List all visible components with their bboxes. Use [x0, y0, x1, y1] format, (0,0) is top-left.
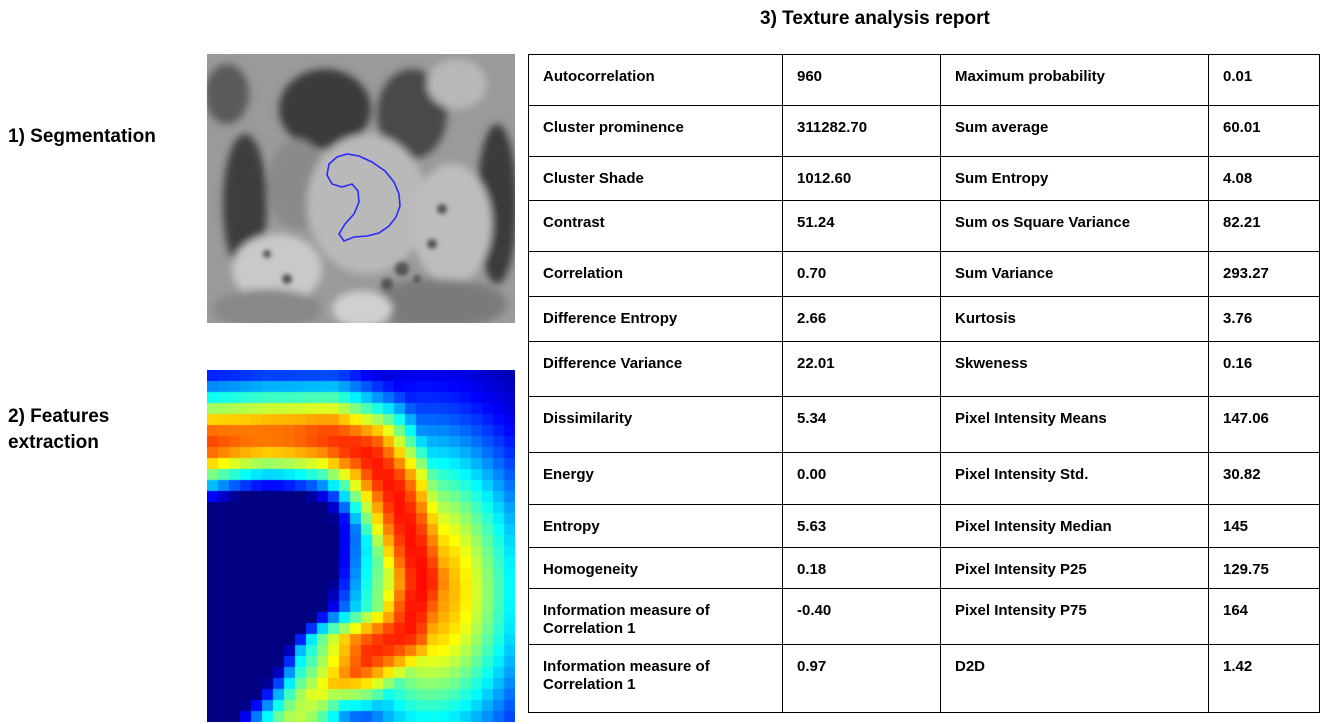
feature-value-cell: 82.21 [1208, 200, 1320, 252]
feature-name-cell: Sum os Square Variance [940, 200, 1209, 252]
feature-name-cell: Homogeneity [528, 547, 783, 589]
feature-value-cell: 5.63 [782, 504, 941, 548]
heatmap-canvas [207, 370, 515, 722]
feature-value-cell: 3.76 [1208, 296, 1320, 342]
report-row: Entropy 5.63 Pixel Intensity Median 145 [528, 504, 1320, 548]
feature-value-cell: 311282.70 [782, 105, 941, 157]
report-row: Cluster prominence 311282.70 Sum average 60… [528, 105, 1320, 157]
feature-name-cell: Entropy [528, 504, 783, 548]
feature-value-cell: 145 [1208, 504, 1320, 548]
feature-name-cell: Autocorrelation [528, 54, 783, 106]
feature-value-cell: 30.82 [1208, 452, 1320, 505]
feature-value-cell: 0.70 [782, 251, 941, 297]
report-row: Difference Variance 22.01 Skweness 0.16 [528, 341, 1320, 397]
feature-name-cell: Pixel Intensity P25 [940, 547, 1209, 589]
report-row: Contrast 51.24 Sum os Square Variance 82.21 [528, 200, 1320, 252]
feature-name-cell: Correlation [528, 251, 783, 297]
feature-value-cell: 51.24 [782, 200, 941, 252]
mri-illustration [207, 54, 515, 323]
feature-value-cell: 22.01 [782, 341, 941, 397]
feature-name-cell: Energy [528, 452, 783, 505]
feature-value-cell: 960 [782, 54, 941, 106]
report-row: Difference Entropy 2.66 Kurtosis 3.76 [528, 296, 1320, 342]
texture-report-body: Autocorrelation 960 Maximum probability 0.0… [528, 54, 1320, 713]
features-label-line1: 2) Features [8, 406, 110, 427]
segmentation-contour [326, 153, 401, 242]
feature-name-cell: Pixel Intensity P75 [940, 588, 1209, 645]
feature-name-cell: Sum Variance [940, 251, 1209, 297]
feature-name-cell: Cluster Shade [528, 156, 783, 201]
feature-name-cell: Kurtosis [940, 296, 1209, 342]
feature-value-cell: 0.97 [782, 644, 941, 713]
feature-value-cell: 4.08 [1208, 156, 1320, 201]
segmentation-step-label: 1) Segmentation [8, 126, 156, 147]
report-row: Dissimilarity 5.34 Pixel Intensity Means 14… [528, 396, 1320, 453]
feature-name-cell: Information measure of Correlation 1 [528, 644, 783, 713]
report-row: Energy 0.00 Pixel Intensity Std. 30.82 [528, 452, 1320, 505]
feature-value-cell: -0.40 [782, 588, 941, 645]
mri-segmentation-image [207, 54, 515, 323]
feature-value-cell: 0.01 [1208, 54, 1320, 106]
feature-value-cell: 1.42 [1208, 644, 1320, 713]
feature-name-cell: Pixel Intensity Std. [940, 452, 1209, 505]
feature-heatmap [207, 370, 515, 722]
feature-value-cell: 147.06 [1208, 396, 1320, 453]
feature-name-cell: Dissimilarity [528, 396, 783, 453]
feature-value-cell: 164 [1208, 588, 1320, 645]
feature-name-cell: Sum average [940, 105, 1209, 157]
report-row: Homogeneity 0.18 Pixel Intensity P25 129.75 [528, 547, 1320, 589]
report-title: 3) Texture analysis report [760, 8, 990, 29]
report-row: Information measure of Correlation 1 0.97… [528, 644, 1320, 713]
feature-name-cell: Contrast [528, 200, 783, 252]
feature-value-cell: 0.00 [782, 452, 941, 505]
report-row: Information measure of Correlation 1 -0.4… [528, 588, 1320, 645]
texture-report-table: Autocorrelation 960 Maximum probability 0.0… [528, 54, 1320, 713]
feature-value-cell: 0.18 [782, 547, 941, 589]
feature-name-cell: D2D [940, 644, 1209, 713]
feature-value-cell: 1012.60 [782, 156, 941, 201]
feature-name-cell: Skweness [940, 341, 1209, 397]
feature-name-cell: Maximum probability [940, 54, 1209, 106]
feature-name-cell: Pixel Intensity Median [940, 504, 1209, 548]
feature-name-cell: Difference Entropy [528, 296, 783, 342]
feature-value-cell: 0.16 [1208, 341, 1320, 397]
feature-value-cell: 60.01 [1208, 105, 1320, 157]
feature-name-cell: Pixel Intensity Means [940, 396, 1209, 453]
feature-value-cell: 293.27 [1208, 251, 1320, 297]
feature-name-cell: Information measure of Correlation 1 [528, 588, 783, 645]
report-row: Cluster Shade 1012.60 Sum Entropy 4.08 [528, 156, 1320, 201]
feature-name-cell: Difference Variance [528, 341, 783, 397]
feature-value-cell: 5.34 [782, 396, 941, 453]
features-extraction-step-label: 2) Features extraction [8, 404, 198, 456]
report-row: Correlation 0.70 Sum Variance 293.27 [528, 251, 1320, 297]
feature-value-cell: 129.75 [1208, 547, 1320, 589]
feature-name-cell: Cluster prominence [528, 105, 783, 157]
feature-name-cell: Sum Entropy [940, 156, 1209, 201]
feature-value-cell: 2.66 [782, 296, 941, 342]
report-row: Autocorrelation 960 Maximum probability 0.0… [528, 54, 1320, 106]
features-label-line2: extraction [8, 432, 99, 453]
